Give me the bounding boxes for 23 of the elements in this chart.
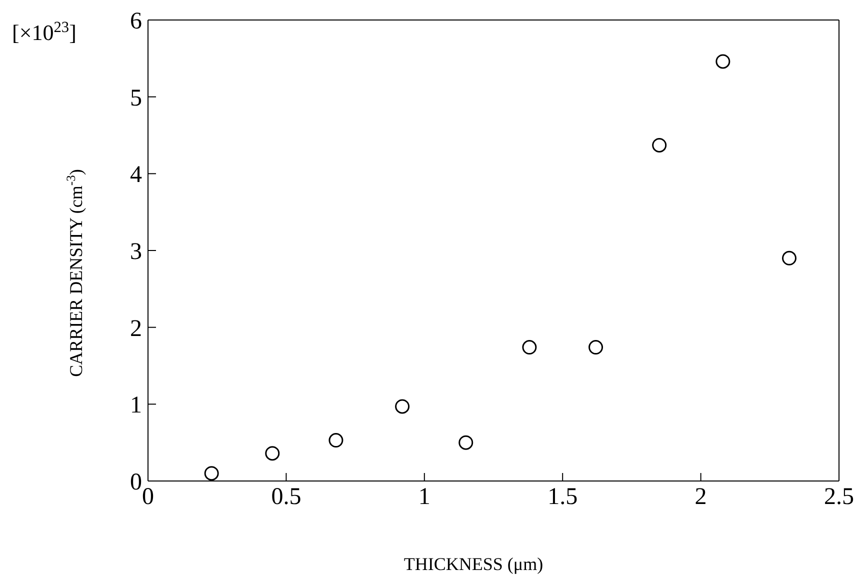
x-tick-label: 2.5 <box>824 484 854 510</box>
x-tick-label: 1.5 <box>548 484 578 510</box>
point <box>265 446 280 461</box>
x-tick-label: 0.5 <box>271 484 302 510</box>
point <box>204 466 219 481</box>
point <box>522 340 537 355</box>
x-tick-label: 1 <box>418 484 430 510</box>
point <box>652 138 667 152</box>
y-tick-label: 5 <box>130 85 142 112</box>
y-tick-label: 3 <box>130 239 142 266</box>
point <box>782 250 796 266</box>
x-tick-label: 2 <box>694 484 707 510</box>
x-axis-title: THICKNESS (μm) <box>404 554 544 574</box>
y-tick-label: 1 <box>130 392 142 419</box>
point <box>328 433 344 448</box>
y-tick-label: 2 <box>130 316 142 342</box>
y-tick-label: 4 <box>130 162 142 188</box>
point <box>458 435 474 450</box>
point <box>588 340 604 355</box>
text: [×10$^{23}$] <box>12 18 76 45</box>
y-tick-label: 6 <box>130 8 142 35</box>
point <box>395 399 410 414</box>
point <box>716 54 730 69</box>
